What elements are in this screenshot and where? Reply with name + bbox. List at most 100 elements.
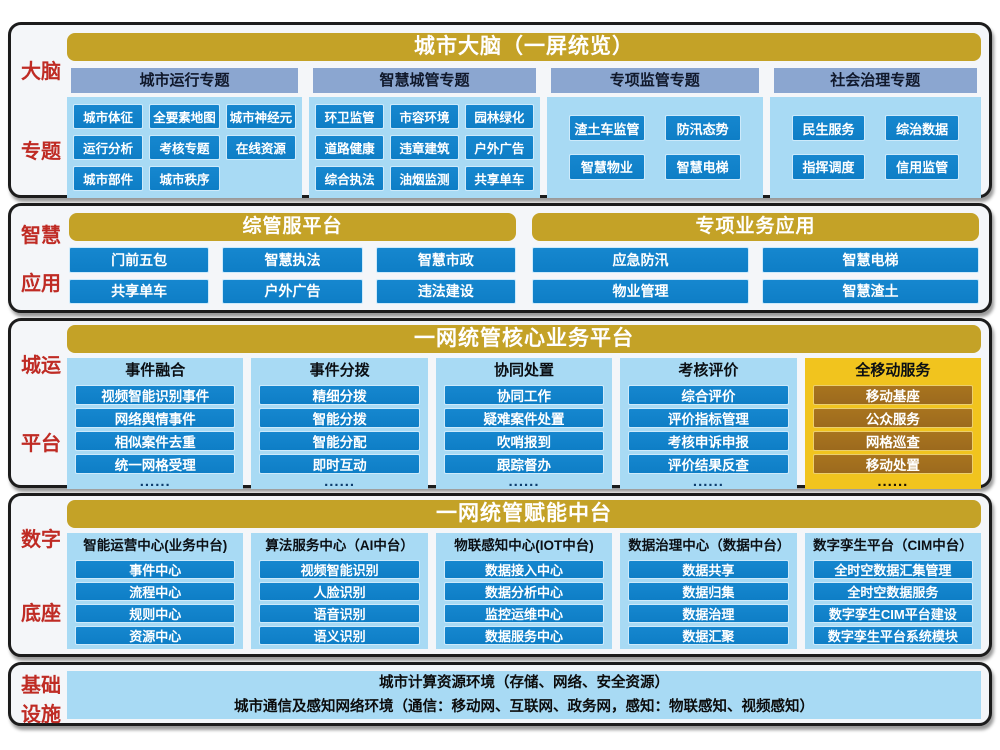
core-columns-row: 事件融合 视频智能识别事件 网络舆情事件 相似案件去重 统一网格受理 .....… [67,358,982,490]
section-smart-apps: 智慧 应用 综管服平台 门前五包 智慧执法 智慧市政 共享单车 户外广告 违法建… [8,203,992,313]
section-label-core: 城运 平台 [15,325,67,480]
chip: 评价指标管理 [628,408,789,428]
column-header: 事件分拨 [309,362,370,379]
chip: 流程中心 [75,582,236,601]
section-content: 一网统管赋能中台 智能运营中心(业务中台) 事件中心 流程中心 规则中心 资源中… [67,500,982,649]
infra-bar-computing: 城市计算资源环境（存储、网络、安全资源） [67,671,981,695]
column-event-dispatch: 事件分拨 精细分拨 智能分拨 智能分配 即时互动 ...... [251,358,428,490]
chip: 考核申诉申报 [628,431,789,451]
column-ai-center: 算法服务中心（AI中台） 视频智能识别 人脸识别 语音识别 语义识别 [251,533,428,649]
column-event-fusion: 事件融合 视频智能识别事件 网络舆情事件 相似案件去重 统一网格受理 .....… [67,358,244,489]
column-header: 协同处置 [494,362,555,379]
platform-special-business: 专项业务应用 应急防汛 智慧电梯 物业管理 智慧渣土 [532,213,979,304]
column-data-center: 数据治理中心（数据中台） 数据共享 数据归集 数据治理 数据汇聚 [620,533,797,649]
column-header: 全移动服务 [855,362,931,379]
topic-groups-row: 城市运行专题 城市体征 全要素地图 城市神经元 运行分析 考核专题 在线资源 城… [67,68,981,198]
chip: 数字孪生CIM平台建设 [812,604,974,623]
section-infrastructure: 基础 设施 城市计算资源环境（存储、网络、安全资源） 城市通信及感知网络环境（通… [8,662,992,726]
base-columns-row: 智能运营中心(业务中台) 事件中心 流程中心 规则中心 资源中心 算法服务中心（… [67,533,982,649]
column-operation-center: 智能运营中心(业务中台) 事件中心 流程中心 规则中心 资源中心 [67,533,244,649]
chip: 防汛态势 [664,115,741,142]
section-label-line: 应用 [21,272,61,295]
chip: 城市部件 [73,166,144,191]
column-iot-center: 物联感知中心(IOT中台) 数据接入中心 数据分析中心 监控运维中心 数据服务中… [435,533,613,649]
chip: 市容环境 [390,104,459,129]
chip: 智慧电梯 [664,153,741,180]
group-panel: 民生服务 综治数据 指挥调度 信用监管 [769,97,981,198]
group-panel: 环卫监管 市容环境 园林绿化 道路健康 违章建筑 户外广告 综合执法 油烟监测 … [309,97,540,198]
chip: 道路健康 [315,135,385,160]
section-label-line: 基础 [21,675,61,697]
chip: 人脸识别 [259,582,420,601]
chip: 渣土车监管 [568,115,645,142]
chip: 网格巡查 [812,431,974,451]
group-panel: 渣土车监管 防汛态势 智慧物业 智慧电梯 [546,97,763,198]
section-label-apps: 智慧 应用 [15,210,67,305]
chip: 综治数据 [885,115,959,142]
group-smart-city-mgmt: 智慧城管专题 环卫监管 市容环境 园林绿化 道路健康 违章建筑 户外广告 综合执… [309,68,540,198]
chip: 智慧执法 [222,247,363,273]
section-label-line: 数字 [21,528,61,551]
chip: 数字孪生平台系统模块 [812,626,974,645]
chip: 在线资源 [225,135,297,160]
section-label-brain: 大脑 专题 [15,29,67,190]
section-content: 城市计算资源环境（存储、网络、安全资源） 城市通信及感知网络环境（通信：移动网、… [67,669,981,719]
chip: 公众服务 [812,408,974,428]
chip: 相似案件去重 [75,431,236,451]
chip: 全时空数据服务 [812,582,974,601]
chip: 共享单车 [69,278,210,304]
chip: 共享单车 [464,166,534,191]
chip: 智慧电梯 [762,247,979,273]
section-label-line: 专题 [21,141,61,164]
section-core-platform: 城运 平台 一网统管核心业务平台 事件融合 视频智能识别事件 网络舆情事件 相似… [8,318,992,490]
button-row: 共享单车 户外广告 违法建设 [69,278,516,304]
chip: 吹哨报到 [443,431,605,451]
column-assessment-evaluation: 考核评价 综合评价 评价指标管理 考核申诉申报 评价结果反查 ...... [620,358,797,490]
chip: 语义识别 [259,626,420,645]
chip: 综合评价 [628,385,789,405]
ellipsis: ...... [324,473,356,490]
section-label-base: 数字 底座 [15,500,67,649]
chip: 移动基座 [812,385,974,405]
chip: 全时空数据汇集管理 [812,560,974,579]
chip: 数据归集 [628,582,789,601]
chip: 数据汇聚 [628,626,789,645]
section-label-line: 大脑 [21,60,61,83]
button-row: 应急防汛 智慧电梯 [532,247,979,273]
section-digital-base: 数字 底座 一网统管赋能中台 智能运营中心(业务中台) 事件中心 流程中心 规则… [8,493,992,657]
column-header: 数据治理中心（数据中台） [628,538,791,553]
column-header: 事件融合 [125,362,186,379]
chip: 园林绿化 [464,104,534,129]
banner-core-platform: 一网统管核心业务平台 [67,325,981,353]
chip: 全要素地图 [149,104,220,129]
ellipsis: ...... [508,473,540,490]
platform-general-mgmt: 综管服平台 门前五包 智慧执法 智慧市政 共享单车 户外广告 违法建设 [69,213,516,304]
banner-enabling-platform: 一网统管赋能中台 [67,500,981,528]
chip: 门前五包 [69,247,210,273]
chip: 运行分析 [73,135,144,160]
column-header: 物联感知中心(IOT中台) [454,538,594,553]
group-special-supervision: 专项监管专题 渣土车监管 防汛态势 智慧物业 智慧电梯 [546,68,763,198]
column-mobile-service: 全移动服务 移动基座 公众服务 网格巡查 移动处置 ...... [804,358,982,490]
chip: 户外广告 [464,135,534,160]
chip: 智慧物业 [568,153,645,180]
section-label-line: 设施 [21,704,61,726]
column-cim-center: 数字孪生平台（CIM中台） 全时空数据汇集管理 全时空数据服务 数字孪生CIM平… [804,533,982,649]
section-city-brain: 大脑 专题 城市大脑（一屏统览） 城市运行专题 城市体征 全要素地图 城市神经元… [8,22,992,198]
column-collaborative-handling: 协同处置 协同工作 疑难案件处置 吹哨报到 跟踪督办 ...... [435,358,613,490]
banner-special-business: 专项业务应用 [532,213,979,241]
infra-bar-network: 城市通信及感知网络环境（通信：移动网、互联网、政务网，感知：物联感知、视频感知） [67,695,981,719]
chip: 事件中心 [75,560,236,579]
chip: 数据分析中心 [443,582,605,601]
chip: 智慧市政 [375,247,516,273]
column-header: 算法服务中心（AI中台） [265,538,414,553]
ellipsis: ...... [877,473,909,490]
column-header: 智能运营中心(业务中台) [83,538,228,553]
section-label-infra: 基础 设施 [15,669,67,726]
chip: 即时互动 [259,454,420,474]
group-header: 社会治理专题 [773,68,977,93]
chip: 语音识别 [259,604,420,623]
chip: 指挥调度 [791,153,866,180]
chip: 城市秩序 [149,166,220,191]
ellipsis: ...... [692,473,724,490]
